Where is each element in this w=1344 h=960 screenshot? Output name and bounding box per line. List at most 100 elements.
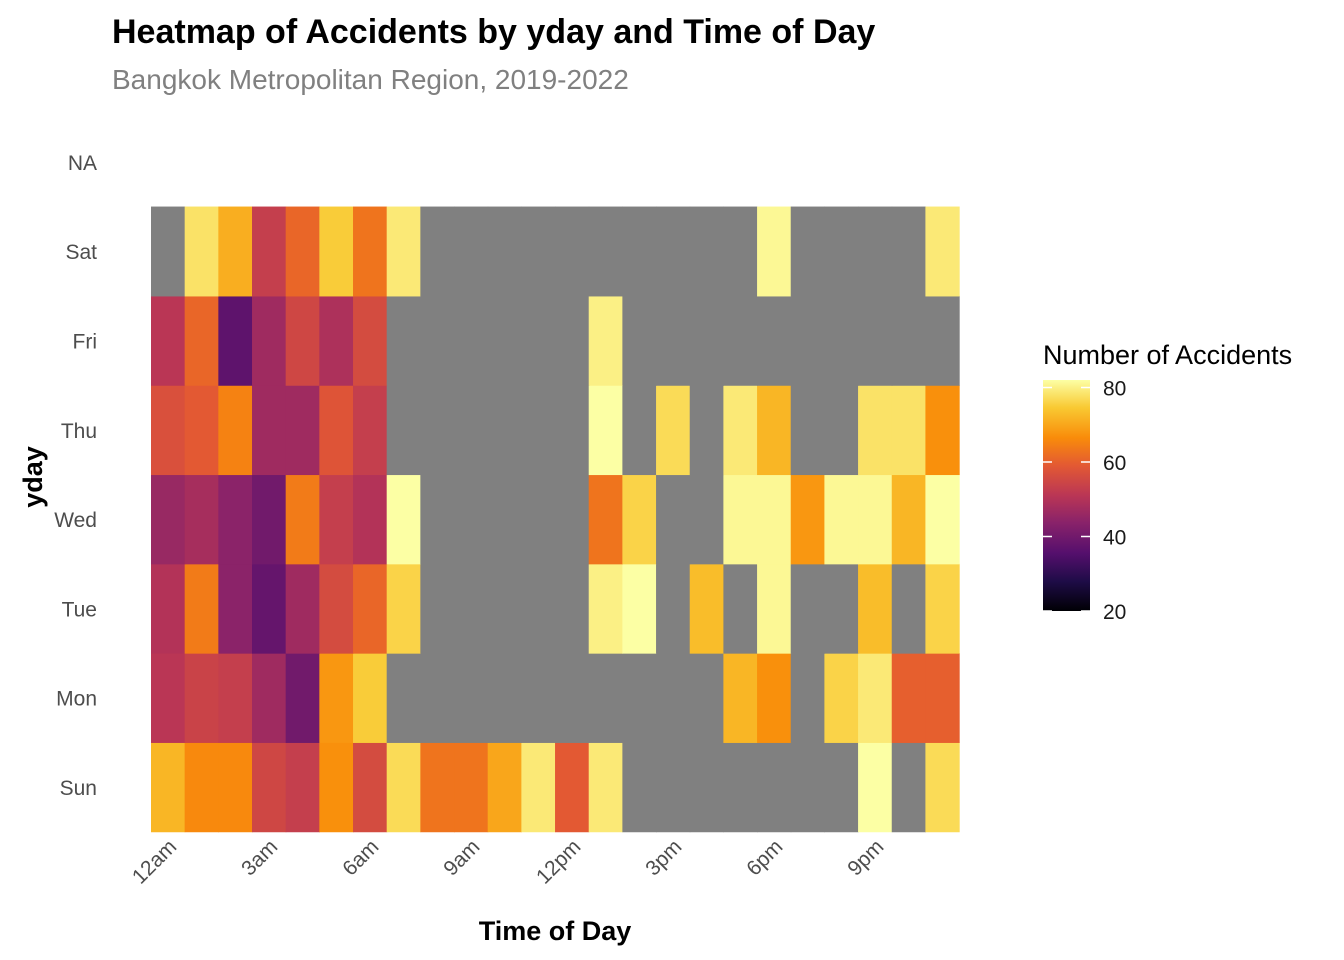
cell-sun-9 xyxy=(454,742,489,833)
cell-tue-19 xyxy=(790,563,825,654)
cell-sat-18 xyxy=(757,206,792,297)
cell-wed-19 xyxy=(790,474,825,565)
cell-tue-9 xyxy=(454,563,489,654)
cell-fri-0 xyxy=(151,295,186,386)
x-tick-6pm: 6pm xyxy=(742,835,787,880)
x-tick-12pm: 12pm xyxy=(532,835,585,888)
cell-mon-20 xyxy=(824,653,859,743)
cell-sat-10 xyxy=(487,206,522,297)
cell-sat-19 xyxy=(790,206,825,297)
cell-wed-15 xyxy=(656,474,691,565)
cell-thu-8 xyxy=(420,385,455,476)
cell-fri-20 xyxy=(824,295,859,386)
cell-wed-14 xyxy=(622,474,657,565)
cell-tue-6 xyxy=(353,563,388,654)
cell-fri-8 xyxy=(420,295,455,386)
cell-sat-3 xyxy=(252,206,287,297)
color-legend: Number of Accidents 20 40 60 80 xyxy=(1043,340,1292,624)
cell-sat-7 xyxy=(386,206,421,297)
cell-fri-6 xyxy=(353,295,388,386)
cell-tue-8 xyxy=(420,563,455,654)
cell-fri-21 xyxy=(858,295,893,386)
cell-tue-22 xyxy=(891,563,927,654)
cell-sun-7 xyxy=(386,742,421,833)
cell-sat-2 xyxy=(218,206,253,297)
cell-thu-16 xyxy=(689,385,724,476)
cell-fri-3 xyxy=(252,295,287,386)
cell-sat-9 xyxy=(454,206,489,297)
cell-tue-18 xyxy=(757,563,792,654)
cell-fri-16 xyxy=(689,295,724,386)
cell-sun-2 xyxy=(218,742,253,833)
cell-sat-17 xyxy=(723,206,758,297)
cell-sun-15 xyxy=(656,742,691,833)
cell-fri-5 xyxy=(319,295,354,386)
cell-sun-5 xyxy=(319,742,354,833)
cell-mon-14 xyxy=(622,653,657,743)
cell-sun-16 xyxy=(689,742,724,833)
cell-thu-18 xyxy=(757,385,792,476)
cell-sun-11 xyxy=(521,742,556,833)
chart-title: Heatmap of Accidents by yday and Time of… xyxy=(112,13,875,51)
cell-wed-21 xyxy=(858,474,893,565)
cell-thu-12 xyxy=(555,385,590,476)
y-tick-wed: Wed xyxy=(54,509,97,532)
cell-mon-3 xyxy=(252,653,287,743)
cell-tue-11 xyxy=(521,563,556,654)
x-axis-title: Time of Day xyxy=(479,916,632,946)
cell-mon-6 xyxy=(353,653,388,743)
y-axis-ticks: Sun Mon Tue Wed Thu Fri Sat NA xyxy=(54,152,97,800)
cell-wed-16 xyxy=(689,474,724,565)
cell-thu-11 xyxy=(521,385,556,476)
cell-thu-10 xyxy=(487,385,522,476)
cell-wed-0 xyxy=(151,474,186,565)
cell-wed-2 xyxy=(218,474,253,565)
cell-sun-1 xyxy=(184,742,219,833)
cell-mon-10 xyxy=(487,653,522,743)
cell-mon-5 xyxy=(319,653,354,743)
cell-tue-3 xyxy=(252,563,287,654)
cell-fri-18 xyxy=(757,295,792,386)
cell-sun-21 xyxy=(858,742,893,833)
cell-thu-2 xyxy=(218,385,253,476)
cell-mon-19 xyxy=(790,653,825,743)
cell-thu-17 xyxy=(723,385,758,476)
cell-tue-0 xyxy=(151,563,186,654)
cell-tue-16 xyxy=(689,563,724,654)
cell-tue-5 xyxy=(319,563,354,654)
cell-fri-9 xyxy=(454,295,489,386)
cell-tue-23 xyxy=(925,563,960,654)
cell-wed-3 xyxy=(252,474,287,565)
cell-sun-18 xyxy=(757,742,792,833)
cell-thu-3 xyxy=(252,385,287,476)
cell-fri-1 xyxy=(184,295,219,386)
x-tick-3am: 3am xyxy=(237,835,282,880)
cell-wed-7 xyxy=(386,474,421,565)
y-tick-tue: Tue xyxy=(62,598,97,621)
cell-sun-8 xyxy=(420,742,455,833)
cell-mon-11 xyxy=(521,653,556,743)
cell-sun-22 xyxy=(891,742,927,833)
cell-fri-14 xyxy=(622,295,657,386)
cell-fri-22 xyxy=(891,295,927,386)
legend-tick-20: 20 xyxy=(1103,601,1126,624)
cell-wed-18 xyxy=(757,474,792,565)
legend-colorbar xyxy=(1043,380,1090,611)
cell-tue-7 xyxy=(386,563,421,654)
cell-sat-11 xyxy=(521,206,556,297)
cell-tue-13 xyxy=(588,563,623,654)
chart-subtitle: Bangkok Metropolitan Region, 2019-2022 xyxy=(112,64,629,95)
cell-thu-7 xyxy=(386,385,421,476)
cell-thu-5 xyxy=(319,385,354,476)
cell-sat-21 xyxy=(858,206,893,297)
cell-sat-15 xyxy=(656,206,691,297)
cell-sat-4 xyxy=(285,206,320,297)
y-tick-sat: Sat xyxy=(65,241,97,264)
cell-fri-15 xyxy=(656,295,691,386)
cell-mon-18 xyxy=(757,653,792,743)
y-tick-fri: Fri xyxy=(73,331,98,354)
cell-thu-6 xyxy=(353,385,388,476)
cell-tue-4 xyxy=(285,563,320,654)
cell-thu-0 xyxy=(151,385,186,476)
